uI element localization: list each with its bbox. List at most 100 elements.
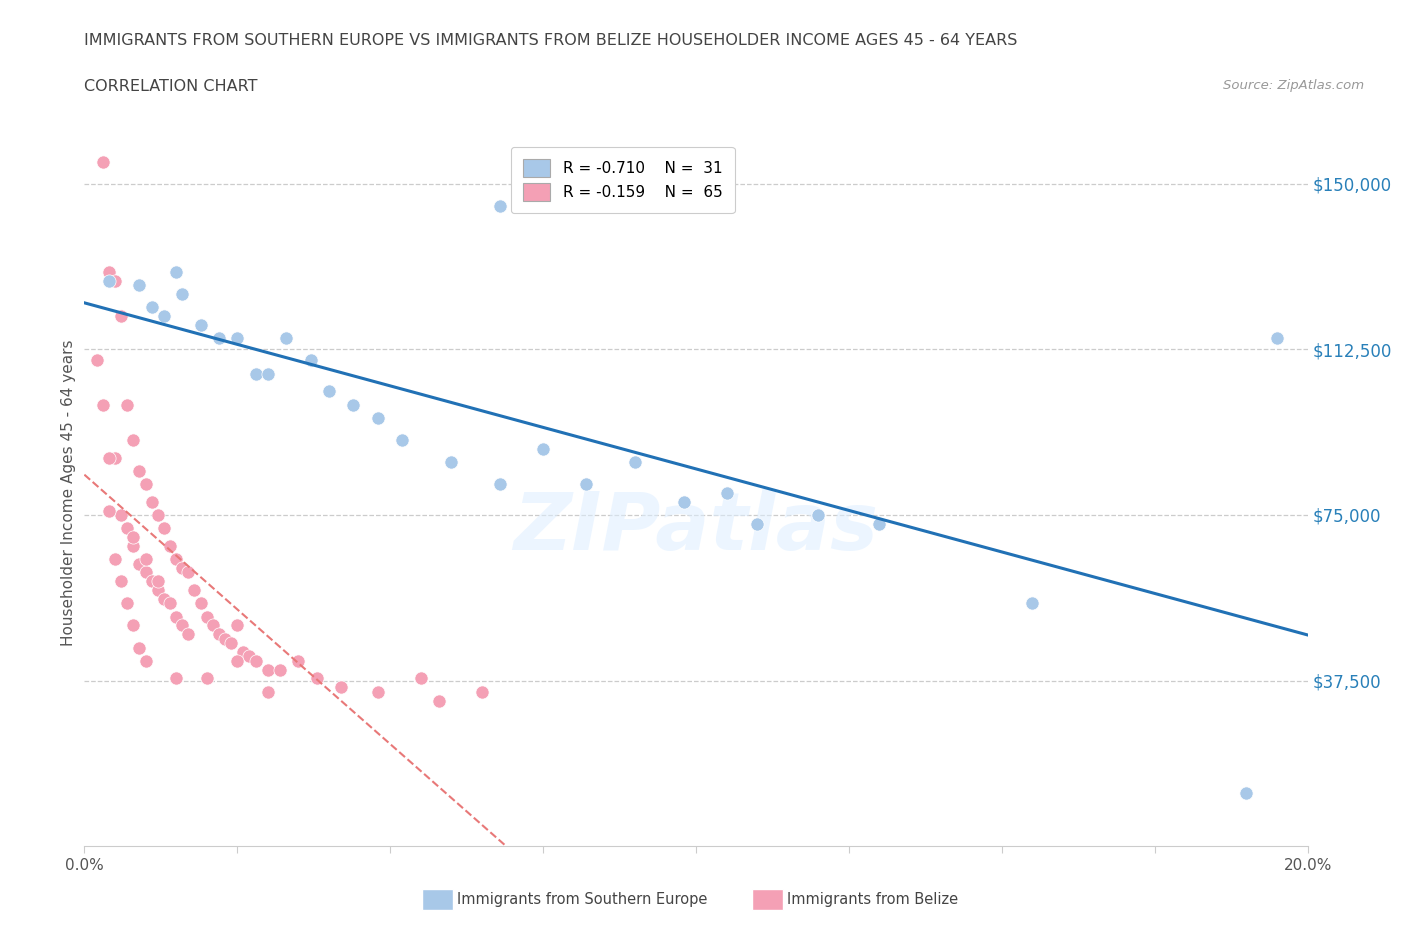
Point [172, 618, 194, 633]
Point [269, 662, 291, 677]
Point [257, 684, 280, 699]
Point [190, 596, 212, 611]
Point [97, 273, 120, 288]
Point [232, 644, 254, 659]
Point [257, 662, 280, 677]
Point [226, 618, 249, 633]
Point [159, 596, 181, 611]
Point [153, 591, 176, 606]
Point [165, 671, 187, 686]
Point [214, 631, 236, 646]
Point [165, 609, 187, 624]
Point [128, 556, 150, 571]
Point [471, 684, 494, 699]
Point [122, 530, 145, 545]
Point [747, 516, 769, 531]
Point [305, 671, 328, 686]
Point [238, 649, 260, 664]
Point [575, 477, 598, 492]
Point [122, 538, 145, 553]
Point [195, 609, 218, 624]
Point [128, 640, 150, 655]
Point [1021, 596, 1043, 611]
Text: Source: ZipAtlas.com: Source: ZipAtlas.com [1223, 79, 1364, 92]
Text: IMMIGRANTS FROM SOUTHERN EUROPE VS IMMIGRANTS FROM BELIZE HOUSEHOLDER INCOME AGE: IMMIGRANTS FROM SOUTHERN EUROPE VS IMMIG… [84, 33, 1018, 47]
Point [195, 671, 218, 686]
Point [97, 450, 120, 465]
Point [165, 264, 187, 279]
Point [135, 477, 157, 492]
Point [201, 618, 224, 633]
Point [97, 264, 120, 279]
Point [165, 551, 187, 566]
Point [219, 636, 242, 651]
Point [110, 309, 132, 324]
Point [159, 538, 181, 553]
Point [86, 352, 108, 367]
Point [367, 684, 389, 699]
Point [287, 653, 309, 668]
Point [208, 331, 231, 346]
Point [110, 508, 132, 523]
Point [226, 653, 249, 668]
Point [367, 410, 389, 425]
Point [1265, 331, 1288, 346]
Point [318, 384, 340, 399]
Point [226, 331, 249, 346]
Point [153, 521, 176, 536]
Point [177, 627, 200, 642]
Point [716, 485, 738, 500]
Point [531, 442, 554, 457]
Point [146, 508, 169, 523]
Point [135, 565, 157, 580]
Point [489, 198, 512, 213]
Point [208, 627, 231, 642]
Point [440, 455, 463, 470]
Text: Immigrants from Belize: Immigrants from Belize [787, 892, 959, 907]
Point [672, 495, 695, 510]
Point [299, 352, 322, 367]
Point [177, 565, 200, 580]
Point [172, 286, 194, 301]
Point [135, 551, 157, 566]
Point [115, 596, 138, 611]
Point [330, 680, 353, 695]
Point [624, 455, 647, 470]
Point [141, 495, 163, 510]
Point [104, 450, 127, 465]
Point [91, 154, 114, 169]
Point [245, 653, 267, 668]
Point [128, 463, 150, 478]
Point [409, 671, 432, 686]
Point [110, 574, 132, 589]
Point [141, 574, 163, 589]
Legend: R = -0.710    N =  31, R = -0.159    N =  65: R = -0.710 N = 31, R = -0.159 N = 65 [510, 147, 734, 213]
Point [135, 653, 157, 668]
Point [104, 273, 127, 288]
Point [153, 309, 176, 324]
Point [869, 516, 891, 531]
Point [141, 299, 163, 314]
Point [97, 503, 120, 518]
Point [146, 574, 169, 589]
Point [146, 582, 169, 598]
Point [104, 551, 127, 566]
Point [245, 366, 267, 381]
Text: Immigrants from Southern Europe: Immigrants from Southern Europe [457, 892, 707, 907]
Y-axis label: Householder Income Ages 45 - 64 years: Householder Income Ages 45 - 64 years [60, 339, 76, 646]
Point [257, 366, 280, 381]
Point [489, 477, 512, 492]
Point [190, 317, 212, 332]
Point [1234, 786, 1257, 801]
Point [427, 693, 450, 708]
Point [122, 618, 145, 633]
Point [122, 432, 145, 447]
Point [276, 331, 298, 346]
Point [172, 561, 194, 576]
Point [183, 582, 205, 598]
Point [115, 521, 138, 536]
Point [342, 397, 364, 412]
Point [115, 397, 138, 412]
Point [807, 508, 830, 523]
Text: CORRELATION CHART: CORRELATION CHART [84, 79, 257, 94]
